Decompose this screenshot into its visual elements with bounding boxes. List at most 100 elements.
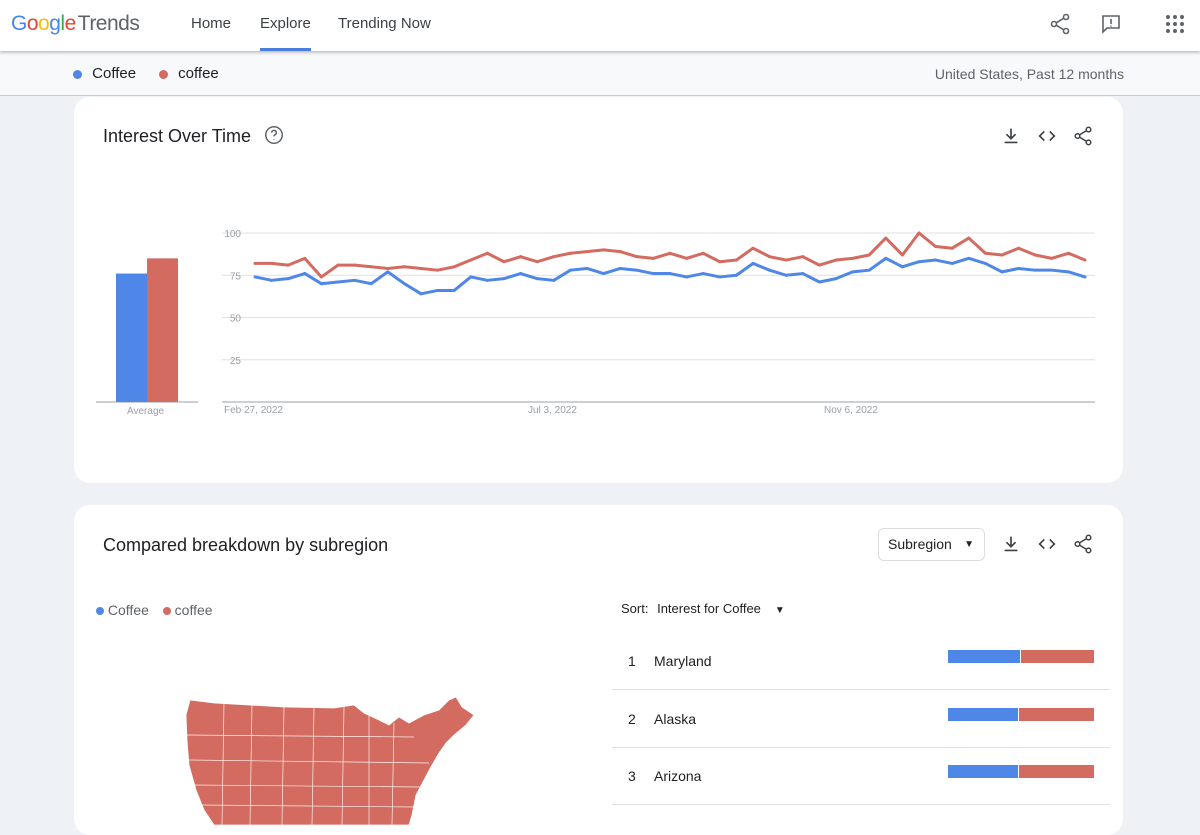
data-point: [618, 250, 622, 254]
download-icon[interactable]: [1000, 533, 1022, 555]
data-point: [419, 292, 423, 296]
data-point: [701, 251, 705, 255]
data-point: [1050, 256, 1054, 260]
data-point: [867, 253, 871, 257]
data-point: [585, 266, 589, 270]
data-point: [386, 266, 390, 270]
embed-icon[interactable]: [1036, 125, 1058, 147]
data-point: [568, 251, 572, 255]
data-point: [768, 255, 772, 259]
blue-dot-icon: [96, 607, 104, 616]
data-point: [319, 275, 323, 279]
subregion-row[interactable]: 3 Arizona: [612, 748, 1110, 805]
data-point: [469, 275, 473, 279]
data-point: [1017, 246, 1021, 250]
google-trends-logo[interactable]: GoogleTrends: [11, 12, 140, 35]
comparison-bar: [948, 707, 1094, 721]
data-point: [967, 256, 971, 260]
coffee-upper-share: [948, 707, 1019, 721]
x-tick-label: Feb 27, 2022: [224, 405, 283, 416]
data-point: [585, 250, 589, 254]
data-point: [635, 255, 639, 259]
series-line-coffee[interactable]: [255, 231, 1086, 279]
dropdown-arrow-icon: ▼: [774, 605, 785, 616]
subregion-row[interactable]: 2 Alaska: [612, 691, 1110, 748]
data-point: [900, 265, 904, 269]
interest-chart: 25 50 75 100: [96, 229, 1095, 403]
data-point: [834, 277, 838, 281]
data-point: [535, 260, 539, 264]
data-point: [768, 268, 772, 272]
nav-trending-now[interactable]: Trending Now: [338, 15, 431, 32]
data-point: [917, 260, 921, 264]
data-point: [270, 261, 274, 265]
nav-home[interactable]: Home: [191, 15, 232, 32]
data-point: [336, 263, 340, 267]
data-point: [369, 282, 373, 286]
data-point: [1066, 270, 1070, 274]
data-point: [253, 261, 257, 265]
red-dot-icon: [159, 69, 168, 79]
help-icon[interactable]: [263, 124, 285, 146]
data-point: [1083, 275, 1087, 279]
feedback-icon[interactable]: [1099, 12, 1123, 36]
data-point: [618, 266, 622, 270]
data-point: [668, 251, 672, 255]
coffee-lower-share: [1019, 765, 1094, 778]
nav-explore[interactable]: Explore: [260, 0, 311, 51]
data-point: [502, 277, 506, 281]
data-point: [419, 266, 423, 270]
data-point: [635, 268, 639, 272]
data-point: [817, 280, 821, 284]
share-icon[interactable]: [1072, 533, 1094, 555]
data-point: [1000, 253, 1004, 257]
subregion-select[interactable]: Subregion ▼: [878, 528, 985, 561]
series-line-Coffee[interactable]: [254, 256, 1086, 296]
apps-icon[interactable]: [1163, 12, 1187, 36]
data-point: [1033, 253, 1037, 257]
data-point: [602, 272, 606, 276]
data-point: [286, 277, 290, 281]
term-coffee-1[interactable]: Coffee: [73, 65, 136, 82]
x-tick-label: Nov 6, 2022: [824, 405, 878, 416]
data-point: [983, 251, 987, 255]
data-point: [535, 277, 539, 281]
data-point: [867, 268, 871, 272]
data-point: [519, 255, 523, 259]
data-point: [353, 278, 357, 282]
data-point: [602, 248, 606, 252]
data-point: [336, 280, 340, 284]
data-point: [502, 260, 506, 264]
data-point: [436, 288, 440, 292]
data-point: [1083, 258, 1087, 262]
data-point: [900, 253, 904, 257]
sort-control[interactable]: Sort: Interest for Coffee ▼: [621, 601, 785, 616]
data-point: [685, 256, 689, 260]
data-point: [303, 256, 307, 260]
data-point: [751, 246, 755, 250]
y-tick-label: 25: [230, 356, 242, 367]
data-point: [552, 255, 556, 259]
coffee-upper-share: [948, 765, 1019, 778]
data-point: [718, 275, 722, 279]
data-point: [718, 260, 722, 264]
data-point: [950, 261, 954, 265]
share-icon[interactable]: [1072, 125, 1094, 147]
term-coffee-2[interactable]: coffee: [159, 65, 219, 82]
data-point: [734, 258, 738, 262]
embed-icon[interactable]: [1036, 533, 1058, 555]
share-icon[interactable]: [1048, 12, 1072, 36]
data-point: [303, 272, 307, 276]
data-point: [369, 265, 373, 269]
data-point: [784, 258, 788, 262]
download-icon[interactable]: [1000, 125, 1022, 147]
subregion-breakdown-card: Compared breakdown by subregion Subregio…: [74, 505, 1123, 835]
data-point: [1000, 270, 1004, 274]
us-map[interactable]: [184, 695, 484, 825]
subregion-row[interactable]: 1 Maryland: [612, 633, 1110, 690]
data-point: [519, 272, 523, 276]
data-point: [319, 282, 323, 286]
filters-summary[interactable]: United States, Past 12 months: [934, 66, 1124, 82]
rank: 1: [628, 653, 636, 669]
y-tick-label: 100: [224, 229, 241, 240]
